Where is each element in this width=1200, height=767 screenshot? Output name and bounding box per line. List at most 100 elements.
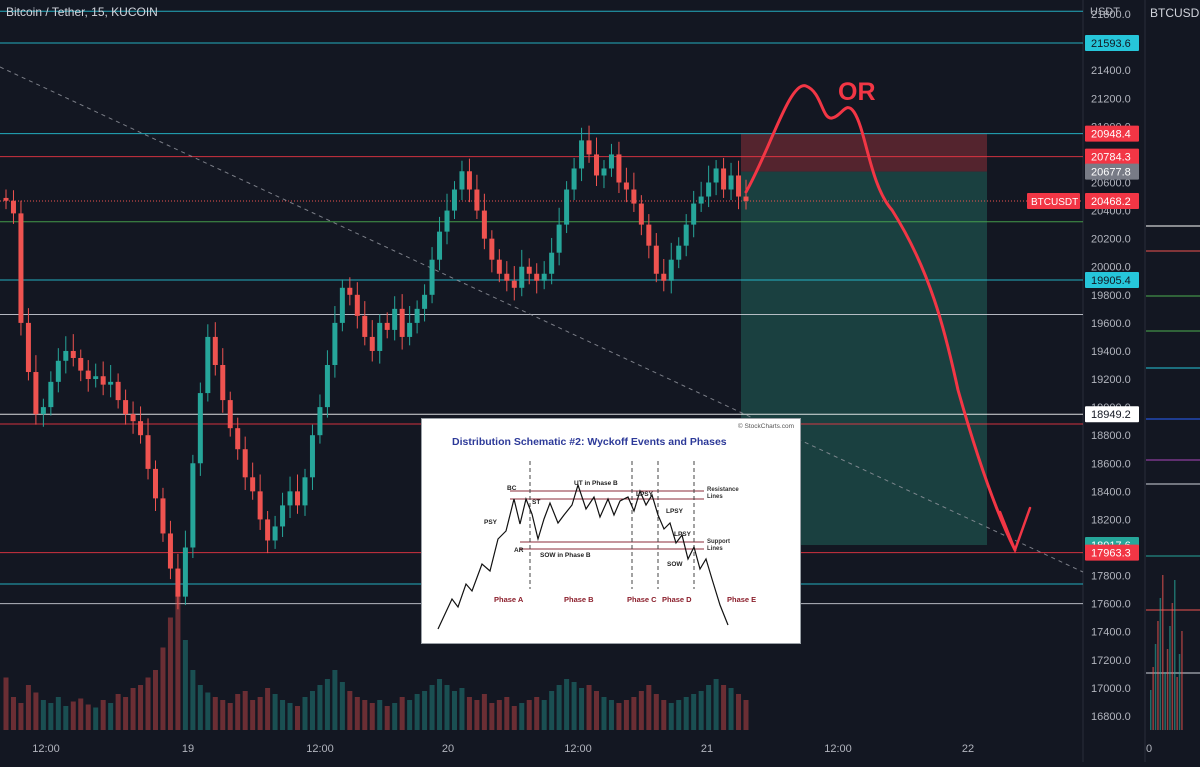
side-x-tick: 0	[1146, 743, 1152, 755]
volume-bar-24	[182, 640, 188, 730]
side-volume-bar-1	[1152, 667, 1154, 730]
price-label-3-bg	[1085, 163, 1139, 180]
volume-bar-26	[197, 685, 203, 730]
candle-body-40	[302, 477, 308, 506]
candle-body-92	[691, 203, 697, 225]
x-tick-label: 19	[182, 743, 194, 755]
event-lpsy-1: LPSY	[636, 491, 653, 498]
candle-body-90	[676, 245, 682, 260]
volume-bar-65	[489, 703, 495, 730]
candle-body-95	[713, 168, 719, 183]
volume-bar-14	[108, 703, 114, 730]
price-label-0: 21593.6	[1091, 38, 1131, 50]
price-label-0-bg	[1085, 35, 1139, 52]
candle-body-5	[40, 407, 46, 415]
side-volume-bar-3	[1157, 621, 1159, 730]
volume-bar-67	[504, 697, 510, 730]
candle-body-80	[601, 168, 607, 176]
volume-bar-84	[631, 697, 637, 730]
volume-bar-3	[25, 685, 31, 730]
y-tick-label: 17800.0	[1091, 571, 1131, 583]
candle-body-66	[496, 259, 502, 274]
volume-bar-73	[549, 691, 555, 730]
side-volume-bar-9	[1171, 603, 1174, 730]
candle-body-24	[182, 547, 188, 597]
candle-body-36	[272, 526, 278, 541]
volume-bar-74	[556, 685, 562, 730]
volume-bar-82	[616, 703, 622, 730]
candle-body-38	[287, 491, 293, 506]
candle-body-1	[10, 200, 16, 214]
candle-body-59	[444, 210, 450, 232]
volume-bar-28	[212, 697, 218, 730]
candle-body-68	[511, 280, 517, 288]
y-tick-label: 18800.0	[1091, 430, 1131, 442]
candle-body-76	[571, 168, 577, 190]
candle-body-22	[167, 533, 173, 569]
event-psy: PSY	[484, 519, 498, 526]
volume-bar-38	[287, 703, 293, 730]
y-tick-label: 21400.0	[1091, 65, 1131, 77]
candle-body-19	[145, 435, 151, 469]
candle-body-3	[25, 322, 31, 373]
resistance-word: Resistance	[707, 487, 739, 493]
candle-body-94	[706, 182, 712, 197]
candle-body-58	[437, 231, 443, 260]
candle-body-37	[280, 505, 286, 527]
event-st: ST	[532, 499, 541, 506]
inset-credit: © StockCharts.com	[737, 423, 794, 430]
volume-bar-40	[302, 697, 308, 730]
candle-body-10	[78, 357, 84, 371]
side-volume-bar-7	[1166, 649, 1169, 730]
candle-body-33	[250, 477, 256, 492]
volume-bar-60	[451, 691, 457, 730]
candle-body-23	[175, 568, 181, 597]
volume-bar-83	[623, 700, 629, 730]
volume-bar-51	[384, 706, 390, 730]
y-tick-label: 20200.0	[1091, 234, 1131, 246]
price-label-3: 20677.8	[1091, 167, 1131, 179]
candle-body-2	[18, 213, 24, 323]
candle-body-28	[212, 336, 218, 365]
volume-bar-61	[459, 688, 465, 730]
candle-body-42	[317, 407, 323, 436]
volume-bar-10	[78, 698, 84, 730]
volume-bar-95	[713, 679, 719, 730]
volume-bar-59	[444, 685, 450, 730]
phase-b: Phase B	[564, 595, 594, 604]
volume-bar-94	[706, 685, 712, 730]
candle-body-44	[332, 322, 338, 365]
candle-body-9	[70, 350, 76, 358]
volume-bar-47	[354, 697, 360, 730]
side-panel-title: BTCUSD,	[1150, 6, 1200, 20]
candle-body-87	[653, 245, 659, 274]
candle-body-16	[123, 400, 129, 415]
price-label-7-bg	[1085, 544, 1139, 561]
y-tick-label: 17400.0	[1091, 627, 1131, 639]
current-price-tag	[1027, 193, 1080, 210]
candle-body-57	[429, 259, 435, 295]
volume-bar-79	[594, 691, 600, 730]
candle-body-72	[541, 273, 547, 281]
candle-body-70	[526, 266, 532, 274]
candle-body-99	[743, 196, 749, 202]
candle-body-48	[362, 315, 368, 337]
x-tick-label: 12:00	[824, 743, 852, 755]
volume-bar-91	[683, 697, 689, 730]
y-tick-label: 19600.0	[1091, 318, 1131, 330]
volume-bar-90	[676, 700, 682, 730]
volume-bar-17	[130, 688, 136, 730]
candle-body-81	[608, 154, 614, 169]
phase-e: Phase E	[727, 595, 757, 604]
candle-body-43	[324, 365, 330, 408]
candle-body-27	[205, 336, 211, 394]
candle-body-77	[579, 140, 585, 169]
volume-bar-1	[10, 697, 16, 730]
volume-bar-68	[511, 706, 517, 730]
side-volume-bar-11	[1176, 677, 1178, 730]
volume-bar-20	[152, 670, 158, 730]
volume-bar-89	[668, 703, 674, 730]
projection-path	[744, 84, 1017, 552]
